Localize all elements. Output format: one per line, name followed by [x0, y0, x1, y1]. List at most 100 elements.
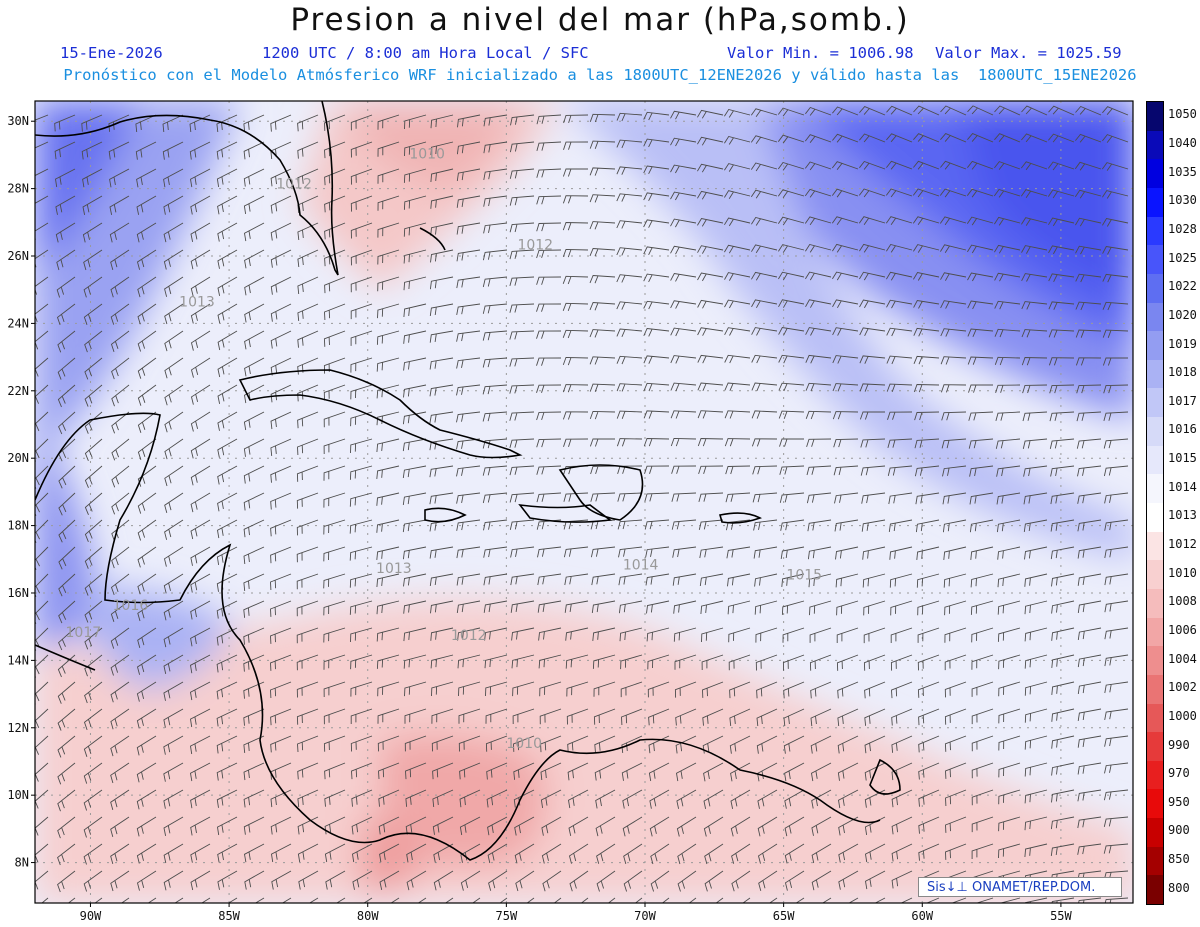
wind-barb-217	[350, 249, 373, 266]
wind-barb-999	[432, 762, 454, 780]
wind-barb-94	[350, 168, 373, 185]
wind-barb-73	[886, 133, 913, 143]
wind-barb-749	[323, 600, 346, 616]
wind-barb-937	[971, 708, 994, 725]
wind-barb-70	[804, 134, 832, 143]
wind-barb-797	[511, 627, 535, 641]
wind-barb-109	[750, 162, 778, 172]
wind-barb-740	[84, 600, 103, 623]
wind-barb-323	[994, 300, 1021, 310]
wind-barb-1192	[120, 897, 130, 903]
wind-barb-828	[243, 654, 265, 672]
wind-barb-282	[994, 272, 1021, 282]
lat-tick-label-11: 30N	[7, 114, 29, 128]
wind-barb-586	[349, 492, 373, 507]
colorbar-label-9: 1018	[1168, 365, 1197, 380]
wind-barb-37	[1021, 105, 1048, 116]
wind-barb-647	[888, 519, 913, 532]
wind-barb-293	[190, 303, 211, 324]
wind-barb-1149	[57, 870, 76, 893]
wind-barb-746	[243, 600, 265, 618]
wind-barb-851	[863, 654, 886, 671]
wind-barb-865	[136, 681, 157, 702]
wind-barb-931	[810, 708, 832, 727]
wind-barb-801	[619, 627, 643, 642]
wind-barb-1119	[352, 843, 373, 863]
wind-barb-595	[590, 492, 616, 502]
wind-barb-265	[536, 276, 562, 285]
colorbar-label-11: 1016	[1168, 422, 1197, 437]
wind-barb-623	[243, 519, 265, 538]
wind-barb-907	[163, 708, 184, 728]
wind-barb-905	[110, 708, 130, 730]
wind-barb-2	[81, 114, 103, 132]
wind-barb-475	[670, 410, 697, 419]
wind-barb-19	[536, 114, 562, 125]
wind-barb-752	[403, 600, 427, 614]
colorbar-label-17: 1008	[1168, 594, 1197, 609]
wind-barb-875	[404, 681, 427, 697]
wind-barb-515	[643, 438, 670, 447]
wind-barb-590	[456, 492, 481, 504]
wind-barb-321	[940, 300, 967, 309]
wind-barb-310	[643, 300, 670, 310]
wind-barb-481	[832, 411, 859, 420]
wind-barb-622	[217, 519, 238, 539]
wind-barb-305	[509, 303, 535, 313]
wind-barb-79	[1048, 133, 1075, 143]
wind-barb-601	[752, 492, 778, 503]
wind-barb-698	[58, 573, 76, 597]
wind-barb-244	[1075, 245, 1102, 255]
wind-barb-1006	[621, 762, 643, 781]
wind-barb-629	[402, 519, 427, 533]
wind-barb-950	[216, 735, 238, 754]
wind-barb-370	[57, 357, 76, 380]
wind-barb-505	[376, 438, 400, 453]
wind-barb-176	[350, 222, 373, 239]
wind-barb-1204	[444, 897, 454, 903]
wind-barb-7	[216, 114, 238, 133]
wind-barb-1048	[649, 789, 670, 809]
wind-barb-13	[377, 114, 400, 130]
wind-barb-388	[536, 357, 562, 366]
wind-barb-63	[616, 139, 643, 149]
wind-barb-664	[243, 546, 265, 565]
wind-barb-267	[589, 275, 616, 284]
wind-barb-710	[376, 573, 400, 588]
wind-barb-391	[616, 355, 643, 365]
wind-barb-213	[244, 249, 265, 269]
wind-barb-212	[217, 249, 238, 269]
wind-barb-627	[349, 519, 373, 534]
wind-barb-334	[190, 330, 211, 351]
wind-barb-858	[1051, 654, 1075, 668]
colorbar-swatch-12	[1147, 445, 1163, 475]
wind-barb-390	[589, 356, 616, 365]
wind-barb-656	[35, 546, 49, 570]
wind-barb-823	[110, 654, 130, 676]
wind-barb-285	[1075, 273, 1102, 283]
wind-barb-610	[996, 492, 1021, 505]
wind-barb-392	[643, 355, 670, 364]
wind-barb-940	[1051, 708, 1075, 722]
wind-barb-1216	[768, 897, 778, 903]
wind-barb-1028	[110, 789, 130, 811]
wind-barb-879	[512, 681, 535, 697]
wind-barb-260	[403, 276, 427, 291]
wind-barb-276	[832, 271, 859, 281]
wind-barb-8	[243, 114, 265, 132]
wind-barb-724	[754, 573, 778, 587]
wind-barb-1132	[704, 843, 724, 865]
wind-barb-450	[1103, 384, 1129, 394]
wind-barb-642	[753, 519, 778, 531]
wind-barb-1110	[110, 843, 130, 865]
wind-barb-177	[377, 222, 400, 238]
wind-barb-1215	[742, 897, 751, 903]
wind-barb-938	[998, 708, 1021, 724]
wind-barb-292	[164, 303, 184, 325]
wind-barb-757	[537, 600, 562, 613]
wind-barb-447	[1022, 384, 1048, 394]
colorbar-label-8: 1019	[1168, 336, 1197, 351]
wind-barb-367	[1075, 329, 1102, 338]
wind-barb-357	[805, 327, 832, 336]
wind-barb-956	[377, 735, 400, 752]
